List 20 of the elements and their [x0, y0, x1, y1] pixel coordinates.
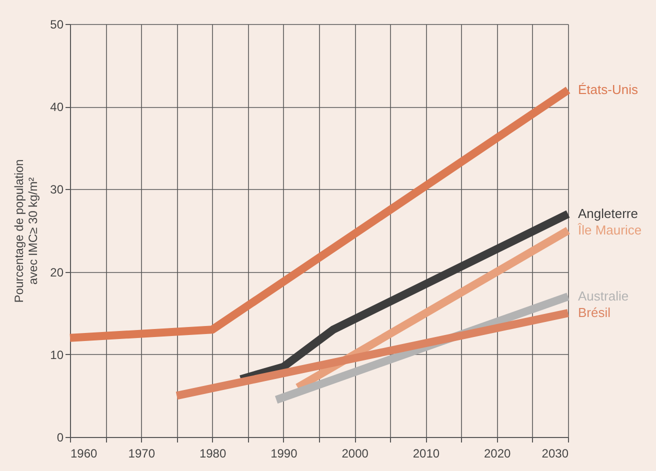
x-tick-label: 1980 [199, 446, 226, 460]
x-tick-label: 2000 [342, 446, 369, 460]
x-tick-label: 1990 [270, 446, 298, 460]
x-tick-label: 1970 [128, 446, 156, 460]
y-tick-label: 20 [50, 265, 64, 280]
series-label: Angleterre [578, 206, 638, 221]
y-tick-label: 40 [50, 100, 64, 114]
x-tick-label: 2030 [542, 446, 569, 460]
y-tick-label: 10 [50, 348, 64, 362]
x-tick-label: 1960 [70, 446, 98, 460]
series-label: États-Unis [578, 82, 638, 98]
x-tick-label: 2020 [484, 446, 512, 460]
series-label: Île Maurice [577, 222, 642, 238]
y-tick-label: 30 [50, 182, 64, 197]
series-label: Australie [578, 288, 629, 304]
y-axis-title: Pourcentage de population avec IMC≥ 30 kg/m² [12, 159, 40, 303]
x-tick-label: 2010 [412, 446, 440, 460]
y-tick-label: 0 [56, 430, 64, 444]
y-tick-label: 50 [50, 18, 64, 32]
series-label: Brésil [578, 305, 611, 320]
